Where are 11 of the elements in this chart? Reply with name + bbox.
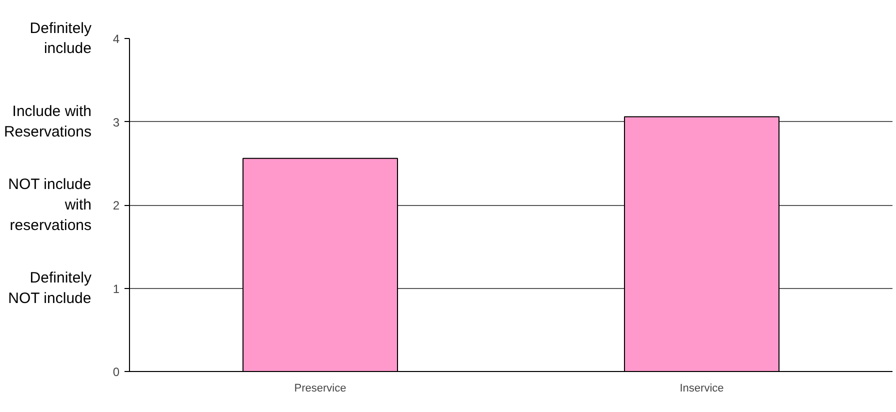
x-tick-label: Inservice	[680, 382, 724, 394]
x-tick-label: Preservice	[294, 382, 346, 394]
y-tick-label: 1	[112, 282, 120, 296]
text: Include with Reservations	[4, 103, 92, 140]
text: NOT include with reservations	[8, 176, 92, 234]
y-tick-label: 0	[112, 365, 120, 379]
y-tick-label: 4	[112, 32, 120, 46]
y-tick-label: 2	[112, 198, 120, 212]
y-tick-label: 3	[112, 115, 120, 130]
text: Definitely NOT include	[8, 270, 92, 307]
text: Definitely include	[30, 20, 92, 58]
